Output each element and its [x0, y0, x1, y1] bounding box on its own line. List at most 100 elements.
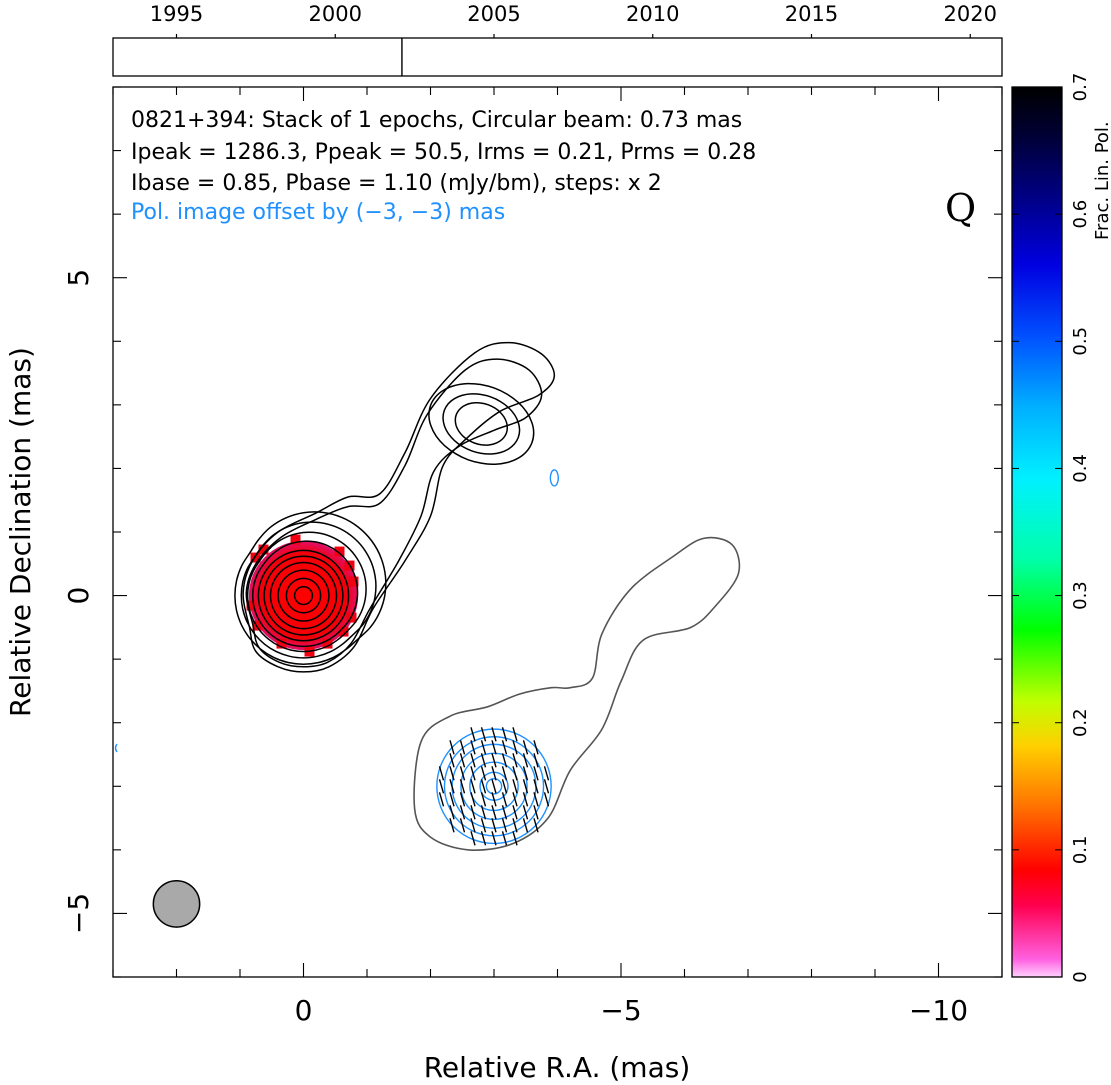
timeline-tick-label: 2015: [785, 2, 838, 26]
evpa-stick: [449, 792, 455, 807]
evpa-stick: [491, 818, 497, 833]
evpa-stick: [459, 740, 466, 755]
evpa-stick: [501, 779, 508, 794]
pol-contour: [485, 777, 503, 795]
evpa-stick: [522, 766, 529, 781]
evpa-stick: [449, 779, 455, 794]
evpa-stick: [459, 792, 466, 807]
evpa-stick: [512, 792, 518, 807]
title-line-3: Ibase = 0.85, Pbase = 1.10 (mJy/bm), ste…: [131, 171, 662, 196]
evpa-stick: [512, 753, 518, 768]
evpa-stick: [470, 766, 476, 781]
evpa-stick: [522, 805, 529, 820]
pol-outer-contour: [413, 536, 741, 851]
stokes-i-contour: [293, 585, 314, 606]
colorbar-label: Frac. Lin. Pol.: [1092, 121, 1111, 240]
frac-pol-pixels: [248, 540, 359, 651]
colorbar-tick-label: 0.4: [1070, 454, 1091, 483]
frac-pol-pixel: [246, 600, 257, 611]
evpa-stick: [501, 727, 508, 742]
evpa-stick: [470, 727, 476, 742]
evpa-stick: [480, 831, 487, 846]
evpa-stick: [501, 792, 508, 807]
evpa-stick: [522, 792, 529, 807]
colorbar-tick-label: 0.6: [1070, 200, 1091, 229]
pol-noise-contour: [114, 743, 118, 753]
x-tick-label: −10: [909, 994, 968, 1027]
evpa-stick: [533, 805, 539, 820]
evpa-stick: [501, 831, 508, 846]
evpa-stick: [480, 792, 487, 807]
frac-pol-pixel: [348, 576, 359, 587]
evpa-stick: [491, 792, 497, 807]
frac-pol-pixel: [338, 626, 349, 637]
colorbar: 0 0.1 0.2 0.3 0.4 0.5 0.6 0.7 Frac. Lin. Pol.: [1011, 73, 1111, 983]
evpa-stick: [470, 740, 476, 755]
frac-pol-pixel: [252, 620, 263, 631]
evpa-stick: [543, 792, 550, 807]
colorbar-tick-label: 0.5: [1070, 327, 1091, 356]
stokes-i-contour: [269, 561, 338, 630]
stokes-i-contour: [246, 531, 367, 653]
evpa-stick: [522, 753, 529, 768]
evpa-stick: [449, 805, 455, 820]
colorbar-gradient: [1012, 87, 1062, 977]
evpa-stick: [438, 766, 445, 781]
evpa-stick: [459, 766, 466, 781]
evpa-stick: [491, 831, 497, 846]
evpa-stick: [480, 805, 487, 820]
evpa-stick: [449, 818, 455, 833]
frac-pol-pixel: [290, 534, 301, 545]
evpa-stick: [533, 740, 539, 755]
stokes-i-contour: [277, 569, 330, 622]
evpa-stick: [459, 818, 466, 833]
evpa-stick: [459, 779, 466, 794]
stokes-i-contour: [263, 555, 344, 636]
evpa-stick: [522, 818, 529, 833]
title-line-1: 0821+394: Stack of 1 epochs, Circular be…: [131, 108, 742, 133]
evpa-stick: [512, 779, 518, 794]
colorbar-tick-label: 0.3: [1070, 581, 1091, 610]
colorbar-tick-label: 0.2: [1070, 708, 1091, 737]
stokes-i-contour: [442, 393, 521, 455]
evpa-stick: [533, 753, 539, 768]
axis-tick-labels: 0 −5 −10 5 0 −5: [62, 269, 968, 1027]
epoch-timeline: 1995 2000 2005 2010 2015 2020: [112, 2, 1003, 77]
frac-pol-pixel: [276, 638, 287, 649]
evpa-stick: [543, 779, 550, 794]
colorbar-tick-label: 0: [1070, 971, 1091, 982]
evpa-stick: [501, 766, 508, 781]
evpa-vectors: [438, 727, 550, 846]
frac-pol-pixel: [322, 638, 333, 649]
frac-pol-pixel: [250, 552, 261, 563]
beam-ellipse: [152, 879, 201, 928]
stokes-i-contour: [240, 521, 377, 659]
stokes-i-contour: [234, 511, 387, 665]
polarization-offset-note: Pol. image offset by (−3, −3) mas: [131, 200, 505, 225]
evpa-stick: [438, 792, 445, 807]
evpa-stick: [470, 831, 476, 846]
restoring-beam: [152, 879, 201, 928]
evpa-stick: [480, 766, 487, 781]
evpa-stick: [491, 766, 497, 781]
evpa-stick: [501, 818, 508, 833]
title-line-2: Ipeak = 1286.3, Ppeak = 50.5, Irms = 0.2…: [131, 140, 756, 165]
evpa-stick: [533, 792, 539, 807]
stokes-i-contour: [428, 382, 535, 466]
x-axis-label: Relative R.A. (mas): [424, 1051, 691, 1084]
timeline-tick-label: 2010: [626, 2, 679, 26]
evpa-stick: [533, 779, 539, 794]
evpa-stick: [501, 740, 508, 755]
evpa-stick: [533, 766, 539, 781]
evpa-stick: [512, 805, 518, 820]
evpa-stick: [470, 792, 476, 807]
evpa-stick: [459, 805, 466, 820]
evpa-stick: [459, 753, 466, 768]
evpa-stick: [491, 779, 497, 794]
evpa-stick: [491, 805, 497, 820]
axis-ticks: [112, 86, 1003, 978]
timeline-tick-label: 2020: [944, 2, 997, 26]
evpa-stick: [512, 727, 518, 742]
evpa-stick: [470, 818, 476, 833]
